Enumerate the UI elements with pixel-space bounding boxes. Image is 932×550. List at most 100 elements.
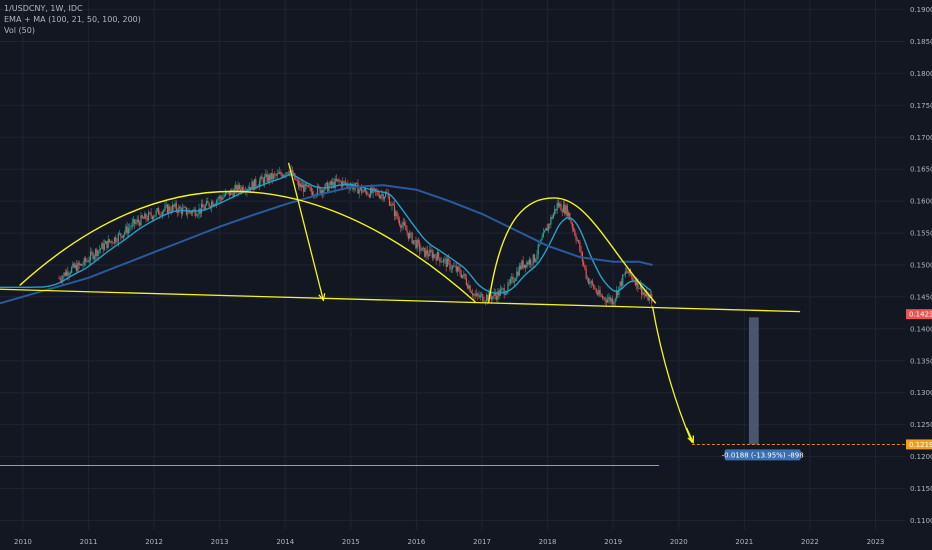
candle-body [233,188,235,197]
candle-body [295,179,297,181]
candle-body [480,294,483,295]
candle-body [562,204,565,213]
candle-body [391,203,393,206]
symbol-title[interactable]: 1/USDCNY, 1W, IDC [4,4,83,13]
candle-body [98,249,100,251]
candle-body [272,174,275,180]
candle-body [310,187,312,192]
candle-body [583,261,585,266]
candle-body [411,232,413,244]
indicator-label[interactable]: EMA + MA (100, 21, 50, 100, 200) [4,15,141,24]
candle-body [238,184,240,190]
candle-body [517,271,519,276]
neckline-drawing[interactable] [0,288,801,313]
x-tick-label: 2020 [670,538,688,546]
candle-body [598,290,600,295]
candle-body [131,222,133,228]
candle-body [71,267,73,273]
target-arrow[interactable] [686,427,694,443]
candle-body [289,171,291,174]
candle-body [322,190,324,194]
candle-body [615,290,618,299]
candle-body [142,217,145,219]
candle-body [258,181,261,187]
time-axis[interactable]: 2010 2011 2012 2013 2014 2015 2016 2017 2018 2019… [14,538,884,546]
candle-body [195,215,198,217]
candle-body [623,274,625,276]
candle-body [641,285,643,295]
candle-body [200,203,203,214]
candle-body [92,252,94,260]
candle-body [638,288,640,289]
candle-body [493,292,495,297]
candle-body [526,262,528,268]
candle-body [126,226,128,234]
arrow-head-drawing[interactable] [287,162,324,301]
candle-body [511,276,513,280]
candle-body [542,232,544,238]
shoulder-arc-drawing[interactable] [487,197,657,304]
candle-body [396,211,398,218]
candle-body [504,293,507,295]
candle-body [97,250,99,256]
candle-body [353,187,355,190]
candle-body [324,184,326,191]
candle-body [197,214,199,216]
candle-body [571,223,573,228]
candle-body [117,233,119,243]
candle-body [73,263,75,268]
candle-body [600,296,602,297]
candle-body [286,172,288,174]
target-price-tag-box [906,439,932,450]
candle-body [319,187,321,194]
candle-body [171,204,174,212]
candle-body [543,230,546,233]
candle-body [87,260,89,262]
candle-body [435,256,437,261]
x-tick-label: 2019 [604,538,622,546]
candle-body [320,190,322,194]
candle-body [531,264,533,265]
candle-body [392,203,394,206]
candle-body [507,282,509,292]
candle-body [449,261,451,270]
head-arc-drawing[interactable] [19,190,476,303]
candle-body [332,181,334,185]
candle-body [502,288,504,289]
candle-body [538,244,541,245]
candle-body [169,206,171,211]
candle-body [308,185,310,188]
candle-body [549,224,551,225]
candle-body [193,209,195,211]
candle-body [214,203,217,205]
candle-body [285,172,287,176]
candle-body [439,257,441,263]
candle-body [522,260,524,268]
candle-body [78,262,80,266]
candle-body [420,250,422,252]
candle-body [59,278,61,280]
candle-body [60,279,63,281]
candle-body [607,299,609,303]
trend-drawings[interactable]: -0.0188 (-13.95%) -898 [0,162,905,467]
candle-body [122,234,124,238]
candle-body [385,193,387,197]
candle-body [276,173,278,176]
measure-bar[interactable] [748,317,759,445]
candle-body [298,180,300,187]
candle-body [535,259,537,262]
volume-label[interactable]: Vol (50) [4,26,35,35]
candle-body [614,298,616,302]
candle-body [262,178,264,184]
candle-body [270,172,272,181]
candle-body [234,185,237,189]
candle-body [550,217,552,225]
